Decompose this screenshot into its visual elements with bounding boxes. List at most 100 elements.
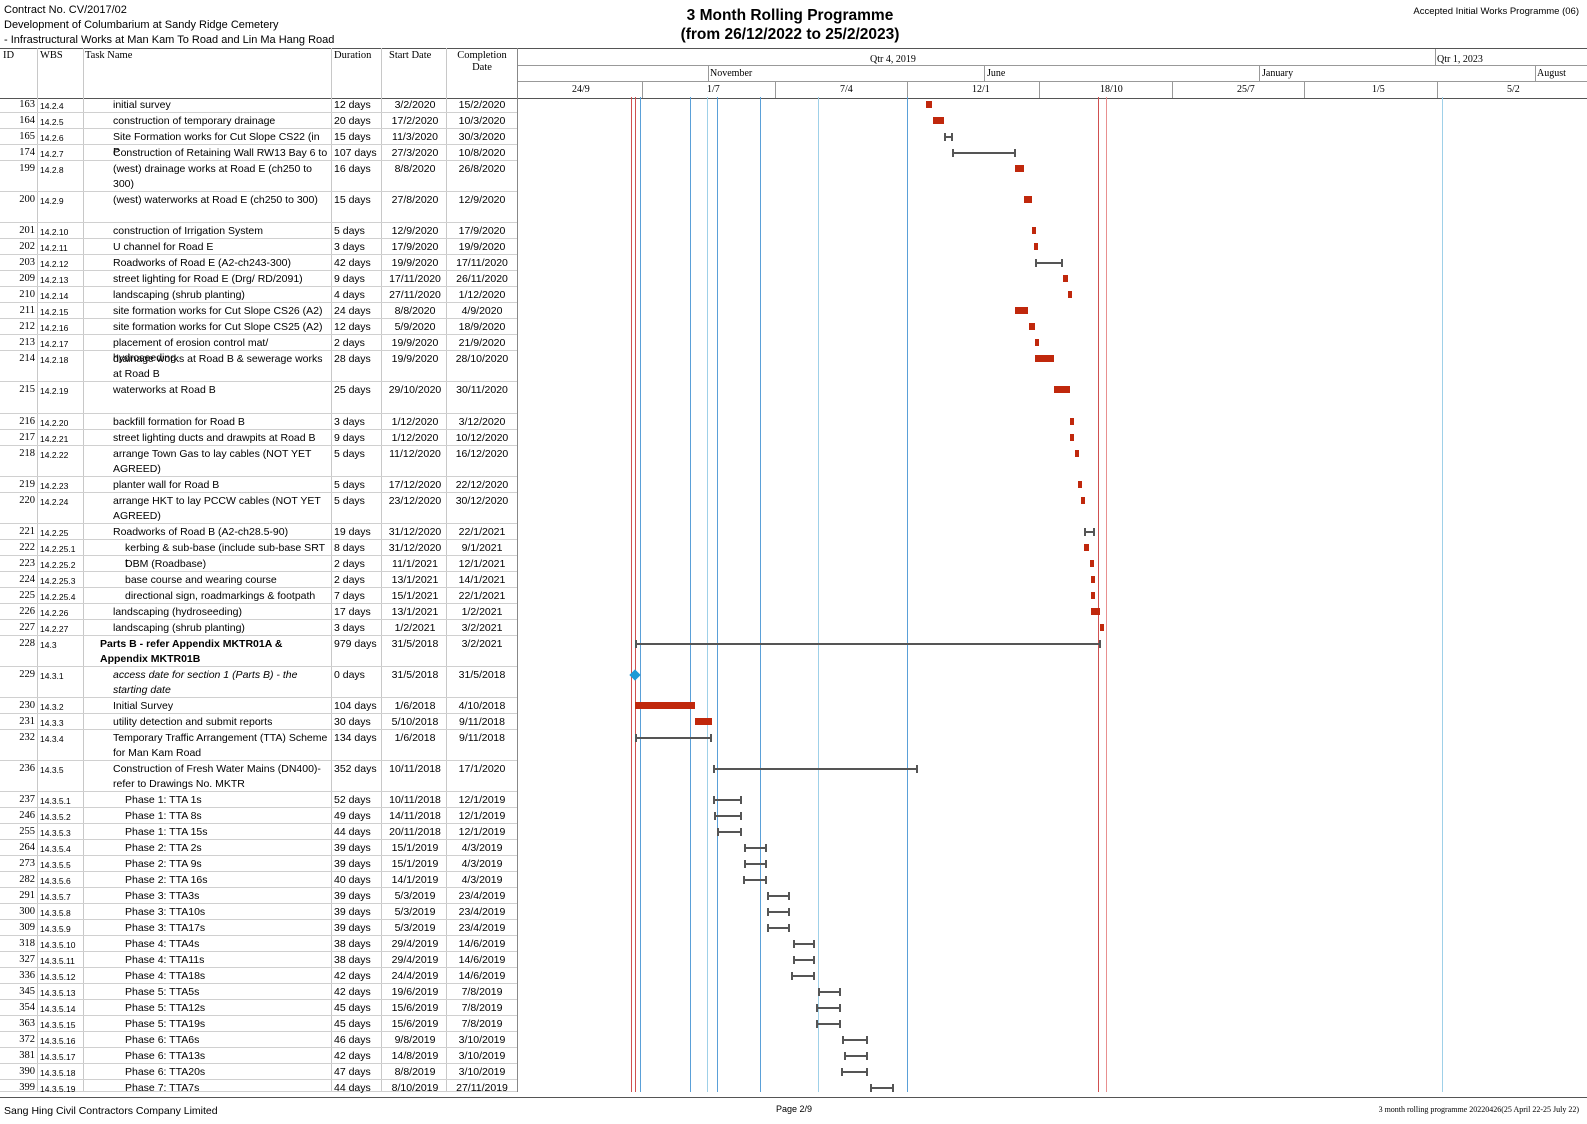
table-row[interactable]: 203 14.2.12 Roadworks of Road E (A2-ch243-… (0, 255, 517, 271)
table-row[interactable]: 390 14.3.5.18 Phase 6: TTA20s 47 days 8/8/20… (0, 1064, 517, 1080)
table-row[interactable]: 219 14.2.23 planter wall for Road B 5 days 1… (0, 477, 517, 493)
table-row[interactable]: 327 14.3.5.11 Phase 4: TTA11s 38 days 29/4/2… (0, 952, 517, 968)
summary-bar[interactable] (767, 908, 791, 916)
task-bar[interactable] (1028, 323, 1035, 330)
summary-bar[interactable] (790, 972, 816, 980)
summary-bar[interactable] (951, 149, 1017, 157)
table-row[interactable]: 220 14.2.24 arrange HKT to lay PCCW cables… (0, 493, 517, 524)
summary-bar[interactable] (714, 812, 743, 820)
table-row[interactable]: 218 14.2.22 arrange Town Gas to lay cables… (0, 446, 517, 477)
summary-bar[interactable] (870, 1084, 895, 1092)
summary-bar[interactable] (743, 860, 767, 868)
table-row[interactable]: 232 14.3.4 Temporary Traffic Arrangement (… (0, 730, 517, 761)
table-row[interactable]: 230 14.3.2 Initial Survey 104 days 1/6/2018 4… (0, 698, 517, 714)
table-row[interactable]: 291 14.3.5.7 Phase 3: TTA3s 39 days 5/3/2019… (0, 888, 517, 904)
task-bar[interactable] (1099, 624, 1104, 631)
summary-bar[interactable] (743, 876, 768, 884)
summary-bar[interactable] (841, 1036, 869, 1044)
task-bar[interactable] (1015, 165, 1024, 172)
table-row[interactable]: 227 14.2.27 landscaping (shrub planting) 3 … (0, 620, 517, 636)
table-row[interactable]: 228 14.3 Parts B - refer Appendix MKTR01A … (0, 636, 517, 667)
task-bar[interactable] (695, 718, 713, 725)
summary-bar[interactable] (1084, 528, 1096, 536)
task-bar[interactable] (1074, 450, 1079, 457)
task-bar[interactable] (1035, 355, 1054, 362)
table-row[interactable]: 215 14.2.19 waterworks at Road B 25 days 29/… (0, 382, 517, 414)
table-row[interactable]: 255 14.3.5.3 Phase 1: TTA 15s 44 days 20/11/… (0, 824, 517, 840)
table-row[interactable]: 214 14.2.18 drainage works at Road B & sew… (0, 351, 517, 382)
task-bar[interactable] (1084, 544, 1089, 551)
table-row[interactable]: 210 14.2.14 landscaping (shrub planting) 4 … (0, 287, 517, 303)
table-row[interactable]: 399 14.3.5.19 Phase 7: TTA7s 44 days 8/10/20… (0, 1080, 517, 1094)
summary-bar[interactable] (743, 844, 767, 852)
table-row[interactable]: 221 14.2.25 Roadworks of Road B (A2-ch28.5… (0, 524, 517, 540)
table-row[interactable]: 300 14.3.5.8 Phase 3: TTA10s 39 days 5/3/201… (0, 904, 517, 920)
summary-bar[interactable] (712, 796, 743, 804)
summary-bar[interactable] (844, 1052, 868, 1060)
summary-bar[interactable] (767, 924, 791, 932)
summary-bar[interactable] (635, 640, 1101, 648)
table-row[interactable]: 200 14.2.9 (west) waterworks at Road E (ch… (0, 192, 517, 223)
summary-bar[interactable] (1035, 259, 1064, 267)
summary-bar[interactable] (793, 940, 816, 948)
task-bar[interactable] (1054, 386, 1070, 393)
table-row[interactable]: 163 14.2.4 initial survey 12 days 3/2/2020 15… (0, 97, 517, 113)
summary-bar[interactable] (712, 765, 919, 773)
table-row[interactable]: 201 14.2.10 construction of Irrigation Sys… (0, 223, 517, 239)
task-bar[interactable] (1063, 275, 1068, 282)
task-bar[interactable] (635, 702, 695, 709)
table-row[interactable]: 229 14.3.1 access date for section 1 (Part… (0, 667, 517, 698)
task-bar[interactable] (1070, 434, 1075, 441)
task-bar[interactable] (1090, 608, 1100, 615)
task-bar[interactable] (1091, 592, 1096, 599)
task-bar[interactable] (1080, 497, 1085, 504)
table-row[interactable]: 282 14.3.5.6 Phase 2: TTA 16s 40 days 14/1/2… (0, 872, 517, 888)
task-bar[interactable] (1034, 243, 1039, 250)
table-row[interactable]: 223 14.2.25.2 DBM (Roadbase) 2 days 11/1/202… (0, 556, 517, 572)
table-row[interactable]: 345 14.3.5.13 Phase 5: TTA5s 42 days 19/6/20… (0, 984, 517, 1000)
table-row[interactable]: 217 14.2.21 street lighting ducts and draw… (0, 430, 517, 446)
table-row[interactable]: 225 14.2.25.4 directional sign, roadmarkin… (0, 588, 517, 604)
table-row[interactable]: 354 14.3.5.14 Phase 5: TTA12s 45 days 15/6/2… (0, 1000, 517, 1016)
table-row[interactable]: 165 14.2.6 Site Formation works for Cut Sl… (0, 129, 517, 158)
table-row[interactable]: 309 14.3.5.9 Phase 3: TTA17s 39 days 5/3/201… (0, 920, 517, 936)
task-bar[interactable] (1032, 227, 1037, 234)
table-row[interactable]: 381 14.3.5.17 Phase 6: TTA13s 42 days 14/8/2… (0, 1048, 517, 1064)
table-row[interactable]: 224 14.2.25.3 base course and wearing cour… (0, 572, 517, 588)
table-row[interactable]: 336 14.3.5.12 Phase 4: TTA18s 42 days 24/4/2… (0, 968, 517, 984)
task-bar[interactable] (926, 101, 933, 108)
table-row[interactable]: 222 14.2.25.1 kerbing & sub-base (include … (0, 540, 517, 569)
table-row[interactable]: 264 14.3.5.4 Phase 2: TTA 2s 39 days 15/1/20… (0, 840, 517, 856)
summary-bar[interactable] (815, 1004, 842, 1012)
table-row[interactable]: 212 14.2.16 site formation works for Cut S… (0, 319, 517, 335)
summary-bar[interactable] (815, 1020, 842, 1028)
table-row[interactable]: 211 14.2.15 site formation works for Cut S… (0, 303, 517, 319)
table-row[interactable]: 164 14.2.5 construction of temporary drain… (0, 113, 517, 129)
table-row[interactable]: 237 14.3.5.1 Phase 1: TTA 1s 52 days 10/11/2… (0, 792, 517, 808)
table-row[interactable]: 213 14.2.17 placement of erosion control m… (0, 335, 517, 364)
task-bar[interactable] (1089, 560, 1094, 567)
table-row[interactable]: 174 14.2.7 Construction of Retaining Wall … (0, 145, 517, 161)
table-row[interactable]: 226 14.2.26 landscaping (hydroseeding) 17 d… (0, 604, 517, 620)
table-row[interactable]: 372 14.3.5.16 Phase 6: TTA6s 46 days 9/8/201… (0, 1032, 517, 1048)
task-bar[interactable] (1068, 291, 1073, 298)
task-bar[interactable] (933, 117, 944, 124)
table-row[interactable]: 209 14.2.13 street lighting for Road E (Dr… (0, 271, 517, 287)
summary-bar[interactable] (841, 1068, 868, 1076)
task-bar[interactable] (1035, 339, 1040, 346)
summary-bar[interactable] (944, 133, 954, 141)
table-row[interactable]: 236 14.3.5 Construction of Fresh Water Mai… (0, 761, 517, 792)
table-row[interactable]: 202 14.2.11 U channel for Road E 3 days 17/9… (0, 239, 517, 255)
task-bar[interactable] (1090, 576, 1095, 583)
summary-bar[interactable] (793, 956, 816, 964)
summary-bar[interactable] (767, 892, 791, 900)
table-row[interactable]: 231 14.3.3 utility detection and submit re… (0, 714, 517, 730)
task-bar[interactable] (1015, 307, 1029, 314)
table-row[interactable]: 216 14.2.20 backfill formation for Road B 3… (0, 414, 517, 430)
summary-bar[interactable] (817, 988, 842, 996)
table-row[interactable]: 318 14.3.5.10 Phase 4: TTA4s 38 days 29/4/20… (0, 936, 517, 952)
table-row[interactable]: 199 14.2.8 (west) drainage works at Road E… (0, 161, 517, 192)
summary-bar[interactable] (717, 828, 743, 836)
task-bar[interactable] (1024, 196, 1033, 203)
task-bar[interactable] (1070, 418, 1075, 425)
